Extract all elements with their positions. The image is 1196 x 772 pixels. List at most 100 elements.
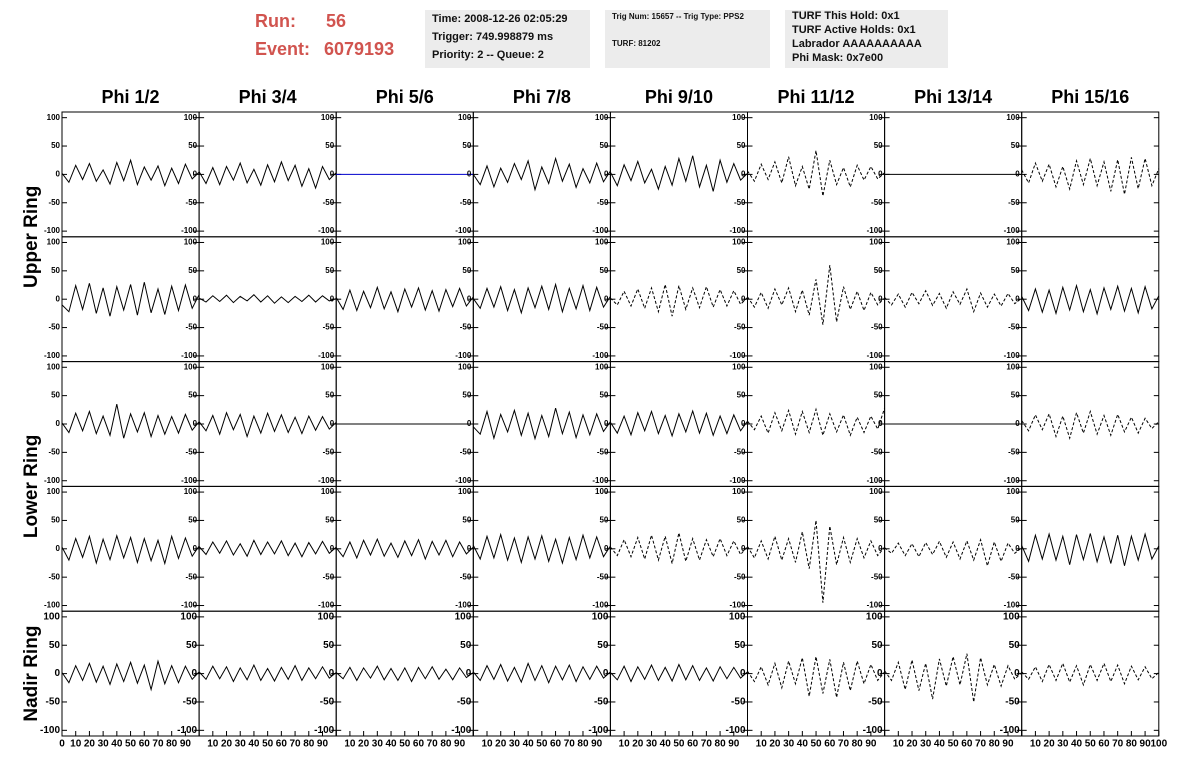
y-tick-label: 0 <box>603 668 609 679</box>
y-tick-label: -100 <box>867 476 884 485</box>
x-tick-label: 40 <box>248 739 260 750</box>
waveform <box>747 150 885 197</box>
panel-frame <box>609 111 749 238</box>
y-tick-label: 0 <box>56 170 61 179</box>
info-text: Labrador AAAAAAAAAA <box>792 38 922 50</box>
y-tick-label: -100 <box>592 351 609 360</box>
waveform <box>198 663 337 683</box>
info-text: Priority: 2 -- Queue: 2 <box>432 49 544 61</box>
info-box <box>605 10 770 68</box>
waveform <box>1021 157 1160 195</box>
y-tick-label: -50 <box>1005 697 1020 708</box>
y-tick-label: -100 <box>729 601 746 610</box>
waveform <box>610 663 748 683</box>
y-tick-label: 100 <box>321 487 335 496</box>
y-tick-label: 100 <box>869 487 883 496</box>
x-tick-label: 50 <box>1085 739 1097 750</box>
y-tick-label: 50 <box>734 640 746 651</box>
y-tick-label: -100 <box>725 725 745 736</box>
y-tick-label: -50 <box>186 447 198 456</box>
x-tick-label: 10 <box>481 739 493 750</box>
y-tick-label: 100 <box>47 487 61 496</box>
x-tick-label: 90 <box>728 739 740 750</box>
x-tick-label: 0 <box>59 739 65 750</box>
waveform <box>198 539 337 558</box>
y-tick-label: 50 <box>599 141 608 150</box>
y-tick-label: -50 <box>186 198 198 207</box>
y-tick-label: 0 <box>604 294 609 303</box>
waveform <box>61 282 200 317</box>
y-tick-label: 0 <box>604 170 609 179</box>
y-tick-label: -100 <box>455 351 472 360</box>
y-tick-label: -100 <box>729 226 746 235</box>
x-tick-label: 80 <box>303 739 315 750</box>
y-tick-label: 100 <box>869 238 883 247</box>
waveform <box>198 411 337 439</box>
x-tick-label: 20 <box>769 739 781 750</box>
x-tick-label: 80 <box>852 739 864 750</box>
y-tick-label: 100 <box>43 612 60 623</box>
y-tick-label: -50 <box>734 572 746 581</box>
y-tick-label: 100 <box>869 362 883 371</box>
y-tick-label: 100 <box>869 113 883 122</box>
x-tick-label: 50 <box>125 739 137 750</box>
x-tick-label: 50 <box>536 739 548 750</box>
y-tick-label: 100 <box>866 612 883 623</box>
x-tick-label: 80 <box>989 739 1001 750</box>
y-tick-label: 100 <box>732 362 746 371</box>
y-tick-label: -100 <box>592 476 609 485</box>
y-tick-label: 0 <box>877 668 883 679</box>
y-tick-label: -100 <box>318 601 335 610</box>
waveform <box>472 532 611 565</box>
y-tick-label: -50 <box>871 572 883 581</box>
y-tick-label: -100 <box>181 226 198 235</box>
y-tick-label: -100 <box>867 226 884 235</box>
y-tick-label: 100 <box>458 238 472 247</box>
y-tick-label: 100 <box>184 238 198 247</box>
y-tick-label: -100 <box>44 226 61 235</box>
y-tick-label: -50 <box>320 697 335 708</box>
y-tick-label: 0 <box>466 668 472 679</box>
y-tick-label: -100 <box>44 601 61 610</box>
x-tick-label: 10 <box>893 739 905 750</box>
y-tick-label: -50 <box>48 198 60 207</box>
y-tick-label: 50 <box>874 516 883 525</box>
y-tick-label: -50 <box>871 323 883 332</box>
y-tick-label: 50 <box>51 391 60 400</box>
y-tick-label: 0 <box>741 544 746 553</box>
panel-frame <box>198 111 337 238</box>
y-tick-label: 50 <box>462 391 471 400</box>
x-tick-label: 90 <box>1140 739 1152 750</box>
y-tick-label: -50 <box>46 697 61 708</box>
waveform <box>61 534 200 566</box>
y-tick-label: 100 <box>47 113 61 122</box>
y-tick-label: 50 <box>188 266 197 275</box>
y-tick-label: 100 <box>458 487 472 496</box>
column-title: Phi 3/4 <box>239 87 297 107</box>
y-tick-label: 100 <box>592 612 609 623</box>
y-tick-label: 100 <box>318 612 335 623</box>
y-tick-label: 50 <box>874 266 883 275</box>
y-tick-label: 50 <box>462 266 471 275</box>
y-tick-label: -100 <box>44 476 61 485</box>
waveform <box>884 653 1023 703</box>
y-tick-label: 0 <box>878 170 883 179</box>
y-tick-label: -50 <box>594 697 609 708</box>
y-tick-label: -50 <box>1008 447 1020 456</box>
y-tick-label: 0 <box>467 419 472 428</box>
y-tick-label: 0 <box>330 419 335 428</box>
y-tick-label: -100 <box>729 476 746 485</box>
waveform <box>610 284 748 317</box>
y-tick-label: -100 <box>318 351 335 360</box>
y-tick-label: -50 <box>48 447 60 456</box>
x-tick-label: 60 <box>276 739 288 750</box>
y-tick-label: 0 <box>330 294 335 303</box>
waveform <box>747 407 886 438</box>
y-tick-label: 100 <box>184 487 198 496</box>
y-tick-label: 100 <box>321 362 335 371</box>
x-tick-label: 70 <box>838 739 850 750</box>
y-tick-label: 0 <box>604 544 609 553</box>
y-tick-label: 50 <box>874 141 883 150</box>
panel-frame <box>747 236 886 363</box>
y-tick-label: 100 <box>47 238 61 247</box>
